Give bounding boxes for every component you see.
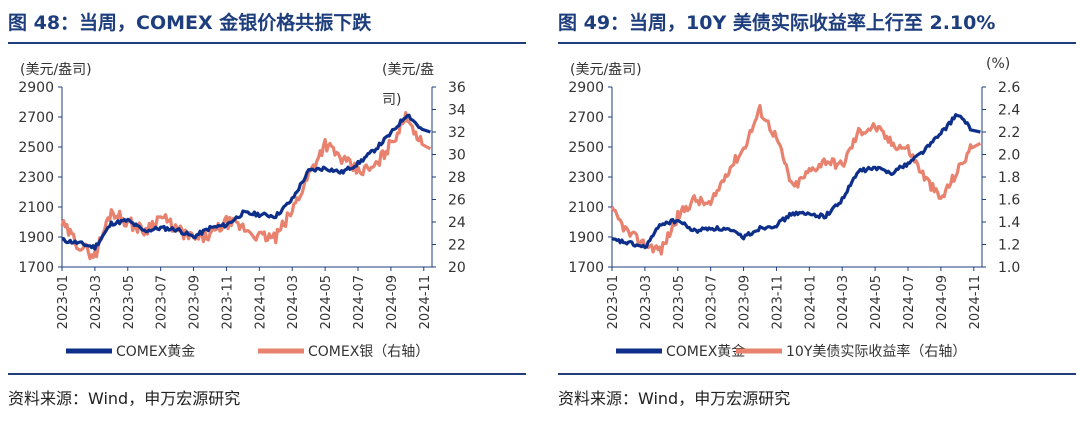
x-tick-label: 2023-09 — [738, 275, 753, 329]
gold-real-yield-chart: (美元/盎司) (%) 2900 2700 2500 2300 2100 1900 1700 2.… — [568, 56, 1020, 360]
right-axis-unit-cont: 司) — [382, 92, 401, 108]
chart-panel-gold-silver: 图 48：当周，COMEX 金银价格共振下跌 (美元/盎司) (美元/盎 司) 290… — [0, 0, 530, 422]
right-tick-label: 1.4 — [998, 215, 1020, 231]
left-tick-label: 2500 — [568, 140, 604, 156]
footer-rule — [8, 373, 526, 375]
gold-silver-chart: (美元/盎司) (美元/盎司)29002700250023002100190017… — [18, 62, 466, 360]
chart-title: 图 48：当周，COMEX 金银价格共振下跌 — [8, 12, 372, 34]
right-tick-label: 2.0 — [998, 148, 1020, 164]
x-tick-label: 2024-05 — [319, 275, 334, 329]
x-tick-label: 2023-07 — [155, 275, 170, 329]
series-line-right-axis — [610, 103, 982, 256]
right-tick-label: 32 — [448, 125, 466, 141]
right-tick-label: 30 — [448, 148, 466, 164]
left-tick-label: 1900 — [568, 230, 604, 246]
chart-panel-gold-real-yield: 图 49：当周，10Y 美债实际收益率上行至 2.10% (美元/盎司) (%) 2… — [550, 0, 1080, 422]
x-tick-label: 2024-03 — [286, 275, 301, 329]
left-tick-label: 1700 — [568, 260, 604, 276]
right-tick-label: 36 — [448, 80, 466, 96]
x-tick-label: 2024-03 — [836, 275, 851, 329]
left-tick-label: 2100 — [568, 200, 604, 216]
right-tick-label: 20 — [448, 260, 466, 276]
series-line-right-axis — [60, 111, 432, 261]
x-tick-label: 2023-11 — [770, 275, 785, 329]
source-note: 资料来源：Wind，申万宏源研究 — [558, 389, 791, 408]
left-tick-label: 2700 — [18, 110, 54, 126]
x-tick-label: 2023-11 — [220, 275, 235, 329]
right-axis-unit: (%) — [986, 56, 1010, 72]
left-tick-label: 2300 — [568, 170, 604, 186]
x-tick-label: 2024-01 — [803, 275, 818, 329]
x-tick-label: 2024-11 — [968, 275, 983, 329]
left-axis-unit: (美元/盎司) — [20, 62, 92, 78]
left-tick-label: 2100 — [18, 200, 54, 216]
series-line-gold — [61, 113, 431, 251]
legend-label-right-axis: 10Y美债实际收益率（右轴） — [786, 343, 966, 360]
left-tick-label: 1900 — [18, 230, 54, 246]
x-tick-label: 2023-07 — [705, 275, 720, 329]
right-tick-label: 1.0 — [998, 260, 1020, 276]
x-tick-label: 2023-01 — [606, 275, 621, 329]
x-tick-label: 2024-09 — [935, 275, 950, 329]
x-tick-label: 2023-03 — [639, 275, 654, 329]
x-tick-label: 2024-07 — [902, 275, 917, 329]
x-tick-label: 2024-09 — [385, 275, 400, 329]
left-tick-label: 1700 — [18, 260, 54, 276]
right-tick-label: 28 — [448, 170, 466, 186]
x-tick-label: 2023-01 — [56, 275, 71, 329]
left-tick-label: 2900 — [568, 80, 604, 96]
title-rule — [8, 42, 526, 44]
right-tick-label: 22 — [448, 238, 466, 254]
right-tick-label: 1.2 — [998, 238, 1020, 254]
legend-label-right-axis: COMEX银（右轴） — [308, 344, 429, 360]
legend-label-gold: COMEX黄金 — [666, 343, 745, 360]
right-tick-label: 1.8 — [998, 170, 1020, 186]
source-note: 资料来源：Wind，申万宏源研究 — [8, 389, 241, 408]
left-tick-label: 2300 — [18, 170, 54, 186]
left-tick-label: 2900 — [18, 80, 54, 96]
x-tick-label: 2024-05 — [869, 275, 884, 329]
series-line-gold — [611, 113, 981, 249]
x-tick-label: 2024-07 — [352, 275, 367, 329]
x-tick-label: 2023-09 — [188, 275, 203, 329]
right-tick-label: 2.2 — [998, 125, 1020, 141]
x-tick-label: 2024-11 — [418, 275, 433, 329]
left-axis-unit: (美元/盎司) — [570, 62, 642, 78]
chart-title: 图 49：当周，10Y 美债实际收益率上行至 2.10% — [558, 12, 996, 34]
right-axis-unit: (美元/盎 — [382, 62, 434, 78]
x-tick-label: 2024-01 — [253, 275, 268, 329]
left-tick-label: 2700 — [568, 110, 604, 126]
footer-rule — [558, 373, 1076, 375]
right-tick-label: 26 — [448, 193, 466, 209]
right-tick-label: 1.6 — [998, 193, 1020, 209]
legend-label-gold: COMEX黄金 — [116, 343, 195, 360]
right-tick-label: 2.6 — [998, 80, 1020, 96]
right-tick-label: 24 — [448, 215, 466, 231]
title-rule — [558, 42, 1076, 44]
right-tick-label: 2.4 — [998, 103, 1020, 119]
right-tick-label: 34 — [448, 103, 466, 119]
x-tick-label: 2023-03 — [89, 275, 104, 329]
x-tick-label: 2023-05 — [122, 275, 137, 329]
x-tick-label: 2023-05 — [672, 275, 687, 329]
left-tick-label: 2500 — [18, 140, 54, 156]
